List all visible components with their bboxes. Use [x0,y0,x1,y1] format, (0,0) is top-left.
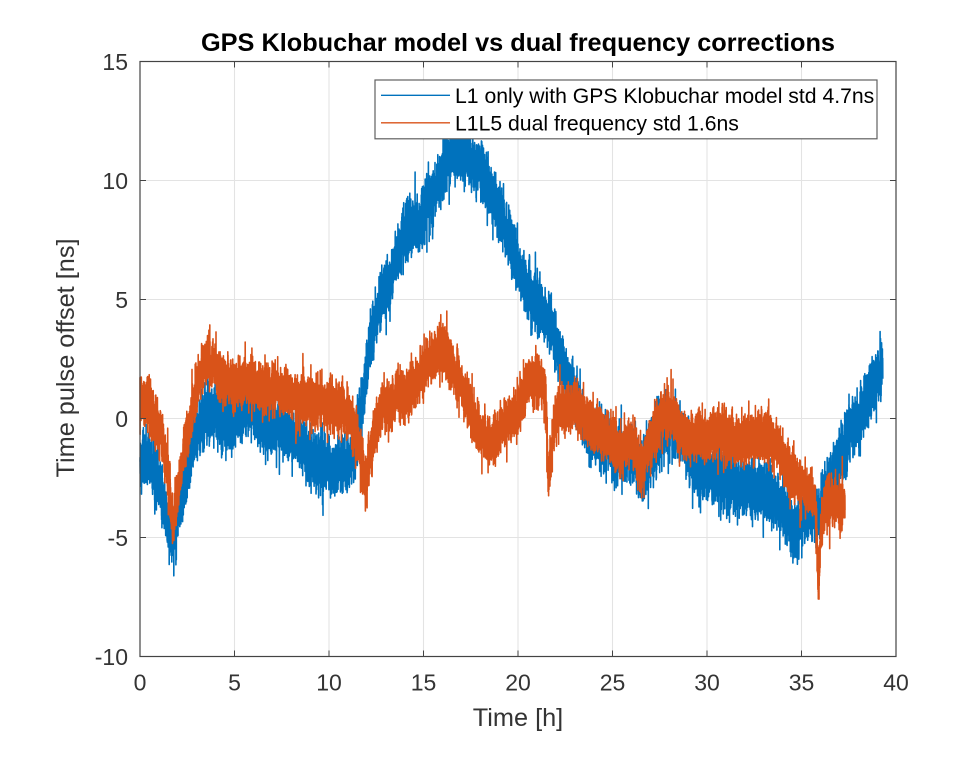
svg-text:-5: -5 [108,525,128,551]
svg-text:15: 15 [411,670,437,696]
svg-text:25: 25 [600,670,626,696]
svg-text:-10: -10 [95,644,128,670]
svg-text:0: 0 [115,406,128,432]
svg-text:5: 5 [228,670,241,696]
svg-text:15: 15 [102,49,128,75]
svg-text:35: 35 [789,670,815,696]
svg-text:10: 10 [102,168,128,194]
svg-text:Time pulse offset [ns]: Time pulse offset [ns] [52,238,80,477]
svg-text:5: 5 [115,287,128,313]
svg-text:20: 20 [505,670,531,696]
svg-text:10: 10 [316,670,342,696]
svg-text:L1 only with GPS Klobuchar mod: L1 only with GPS Klobuchar model std 4.7… [455,85,874,108]
svg-text:30: 30 [694,670,720,696]
svg-text:GPS Klobuchar model vs dual fr: GPS Klobuchar model vs dual frequency co… [201,29,835,57]
svg-text:40: 40 [883,670,909,696]
svg-text:L1L5 dual frequency std 1.6ns: L1L5 dual frequency std 1.6ns [455,112,739,135]
svg-text:0: 0 [134,670,147,696]
svg-text:Time [h]: Time [h] [473,704,563,732]
